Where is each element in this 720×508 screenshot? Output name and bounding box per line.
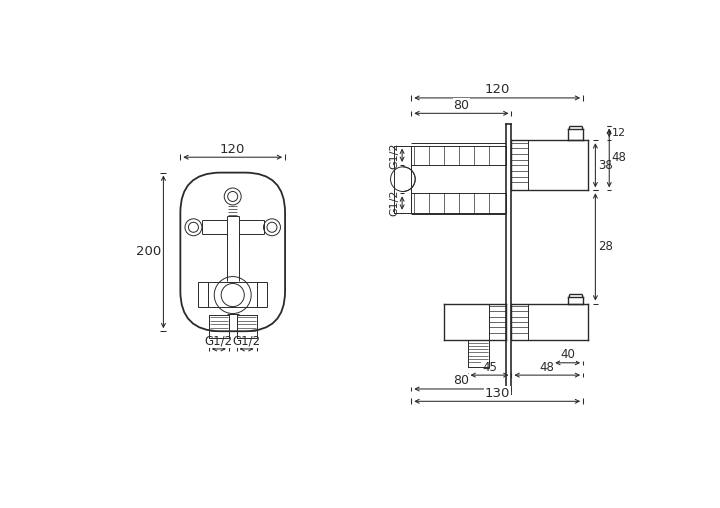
Bar [208,282,257,307]
Bar [198,282,208,307]
Text: G1/2: G1/2 [390,142,400,169]
Text: 12: 12 [611,128,626,138]
Bar [257,282,267,307]
Text: G1/2: G1/2 [233,334,261,347]
Text: 80: 80 [454,99,469,112]
FancyBboxPatch shape [180,173,285,331]
Text: G1/2: G1/2 [204,334,233,347]
Text: 28: 28 [598,240,613,253]
Text: 38: 38 [598,159,613,172]
Text: G1/2: G1/2 [390,190,400,216]
Text: 120: 120 [485,83,510,97]
Text: 200: 200 [136,245,161,259]
Text: 130: 130 [485,387,510,400]
Text: 120: 120 [220,143,246,155]
Text: 48: 48 [611,151,626,165]
Text: 80: 80 [454,374,469,388]
Text: 40: 40 [560,348,575,361]
Text: 45: 45 [482,361,497,373]
Text: 48: 48 [540,361,554,373]
